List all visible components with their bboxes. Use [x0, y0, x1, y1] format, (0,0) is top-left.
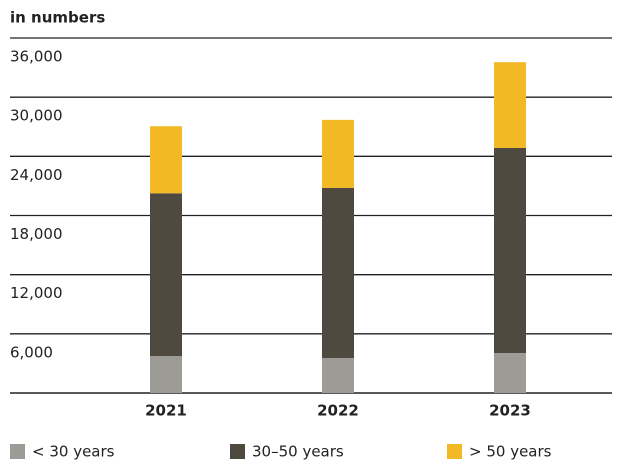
bar-segment	[150, 126, 182, 194]
legend-swatch	[230, 444, 245, 459]
x-tick-label: 2022	[317, 402, 359, 420]
bar-segment	[322, 119, 354, 188]
y-tick-label: 30,000	[10, 107, 63, 125]
bar-segment	[494, 353, 526, 393]
y-tick-label: 12,000	[10, 284, 63, 302]
bar-segment	[150, 193, 182, 357]
bar-segment	[150, 356, 182, 393]
legend-swatch	[447, 444, 462, 459]
y-tick-label: 6,000	[10, 343, 53, 361]
bar-segment	[322, 357, 354, 393]
bar-segment	[494, 62, 526, 148]
bar-segment	[494, 147, 526, 354]
x-tick-label: 2021	[145, 402, 187, 420]
y-tick-label: 18,000	[10, 225, 63, 243]
chart-title: in numbers	[10, 9, 105, 27]
legend-label: 30–50 years	[252, 443, 344, 461]
y-tick-label: 24,000	[10, 166, 63, 184]
y-tick-label: 36,000	[10, 48, 63, 66]
legend-label: < 30 years	[32, 443, 115, 461]
legend-swatch	[10, 444, 25, 459]
legend-label: > 50 years	[469, 443, 552, 461]
bar-segment	[322, 187, 354, 358]
x-tick-label: 2023	[489, 402, 531, 420]
